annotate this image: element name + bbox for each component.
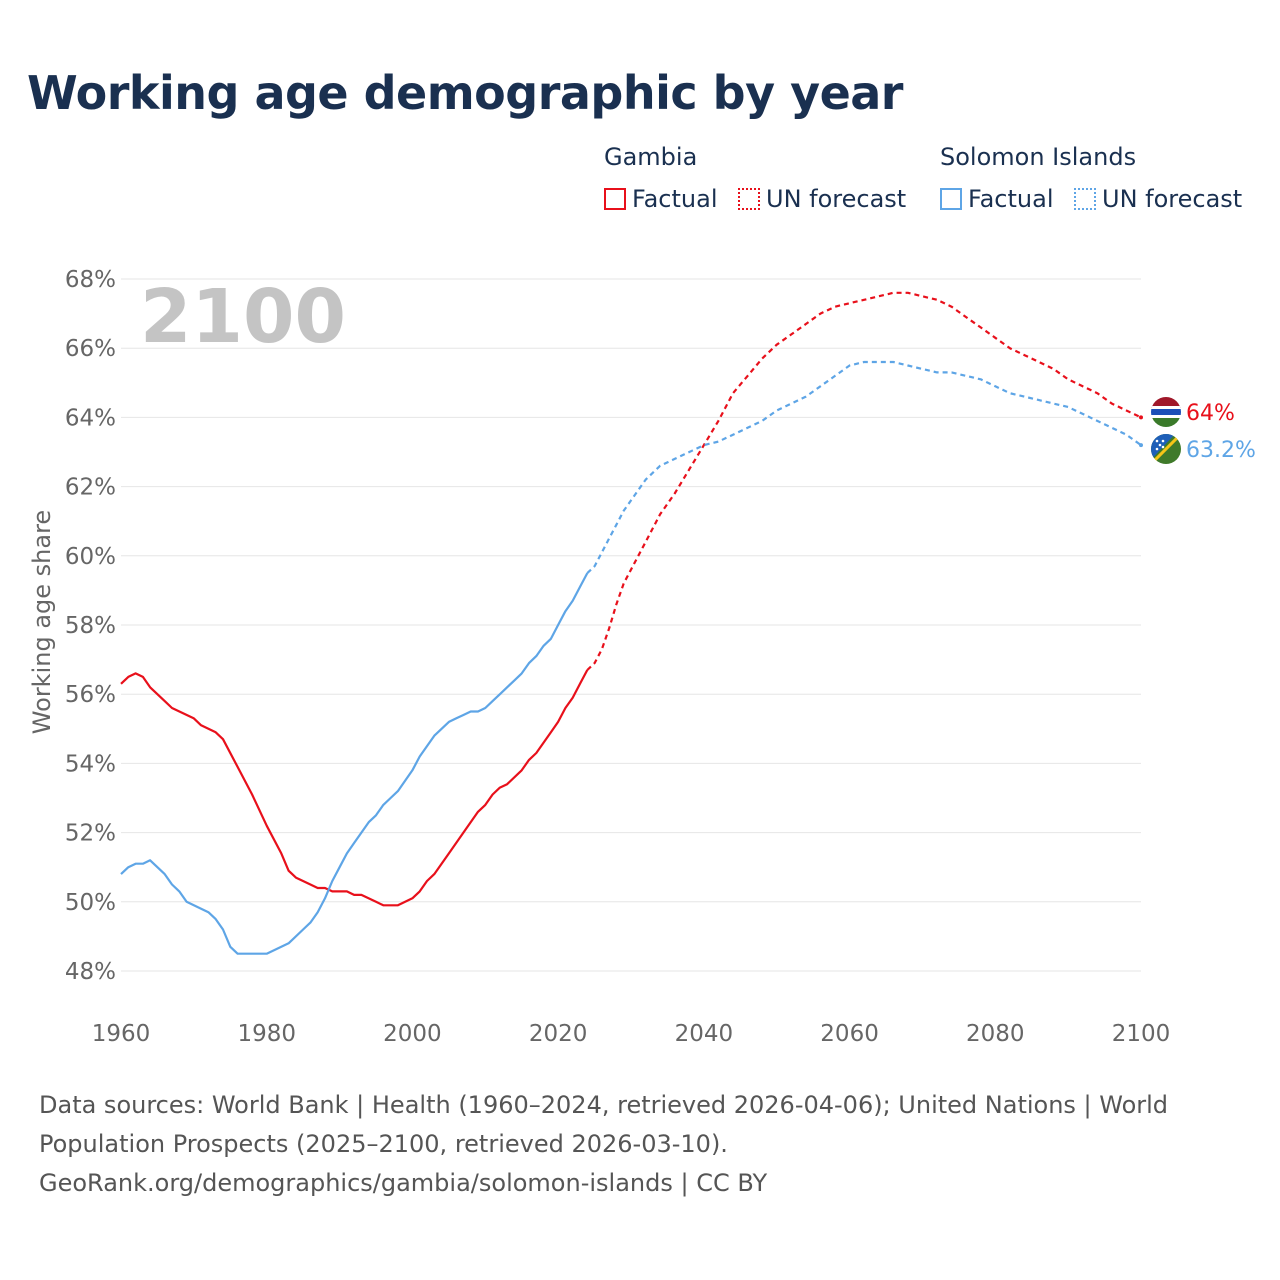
legend-label-factual: Factual	[968, 185, 1054, 213]
solomon-islands-end-value-label: 63.2%	[1186, 438, 1256, 463]
grid-lines	[121, 278, 1141, 972]
series-line-factual	[120, 572, 589, 955]
series-lines	[120, 291, 1143, 955]
y-axis-ticks: 48% 50% 52% 54% 56% 58% 60% 62% 64% 66% 68%	[65, 267, 116, 985]
y-tick-label: 60%	[65, 544, 116, 570]
legend-swatch-dotted	[1074, 188, 1096, 210]
y-tick-label: 58%	[65, 613, 116, 639]
legend-label-forecast: UN forecast	[766, 185, 907, 213]
legend-entry-gambia-forecast[interactable]: UN forecast	[738, 185, 906, 213]
footer-line-2: Population Prospects (2025–2100, retriev…	[39, 1130, 728, 1158]
series-end-point	[1139, 415, 1143, 420]
legend-label-forecast: UN forecast	[1102, 185, 1243, 213]
y-tick-label: 52%	[65, 821, 116, 847]
line-chart: 2100 48% 50% 52% 54% 56% 58% 60% 62% 64% 66% 68% 1…	[28, 267, 1256, 1047]
y-tick-label: 62%	[65, 475, 116, 501]
legend-entry-solomon-factual[interactable]: Factual	[940, 185, 1054, 213]
y-tick-label: 50%	[65, 890, 116, 916]
legend-country-solomon-islands: Solomon Islands	[940, 143, 1137, 171]
legend-entry-gambia-factual[interactable]: Factual	[604, 185, 718, 213]
chart-title: Working age demographic by year	[27, 66, 904, 120]
footer-line-1: Data sources: World Bank | Health (1960–…	[39, 1091, 1169, 1119]
series-line-factual	[120, 669, 589, 907]
legend-swatch-dotted	[738, 188, 760, 210]
legend-country-gambia: Gambia	[604, 143, 698, 171]
x-tick-label: 2000	[383, 1021, 442, 1047]
y-tick-label: 56%	[65, 682, 116, 708]
y-tick-label: 68%	[65, 267, 116, 293]
y-tick-label: 48%	[65, 959, 116, 985]
solomon-islands-flag-icon	[1151, 434, 1181, 464]
gambia-end-value-label: 64%	[1186, 401, 1235, 426]
y-axis-label: Working age share	[28, 510, 56, 734]
legend-group-solomon-islands: Solomon Islands	[940, 143, 1136, 171]
gambia-flag-icon	[1151, 397, 1181, 427]
year-watermark: 2100	[140, 274, 346, 360]
y-tick-label: 54%	[65, 751, 116, 777]
x-tick-label: 2020	[529, 1021, 588, 1047]
x-tick-label: 2060	[820, 1021, 879, 1047]
legend-entry-solomon-forecast[interactable]: UN forecast	[1074, 185, 1242, 213]
x-tick-label: 1980	[237, 1021, 296, 1047]
x-tick-label: 2040	[675, 1021, 734, 1047]
legend-swatch-solid	[940, 188, 962, 210]
footer-sources: Data sources: World Bank | Health (1960–…	[39, 1086, 1239, 1203]
series-line-forecast	[586, 360, 1142, 574]
x-tick-label: 2100	[1112, 1021, 1171, 1047]
series-line-forecast	[586, 291, 1142, 671]
x-tick-label: 1960	[92, 1021, 151, 1047]
footer-line-3[interactable]: GeoRank.org/demographics/gambia/solomon-…	[39, 1169, 768, 1197]
y-tick-label: 64%	[65, 405, 116, 431]
legend-label-factual: Factual	[632, 185, 718, 213]
legend-swatch-solid	[604, 188, 626, 210]
y-tick-label: 66%	[65, 336, 116, 362]
legend-group-gambia: Gambia	[604, 143, 697, 171]
x-axis-ticks: 1960 1980 2000 2020 2040 2060 2080 2100	[92, 1021, 1171, 1047]
x-tick-label: 2080	[966, 1021, 1025, 1047]
series-end-point	[1139, 443, 1143, 448]
